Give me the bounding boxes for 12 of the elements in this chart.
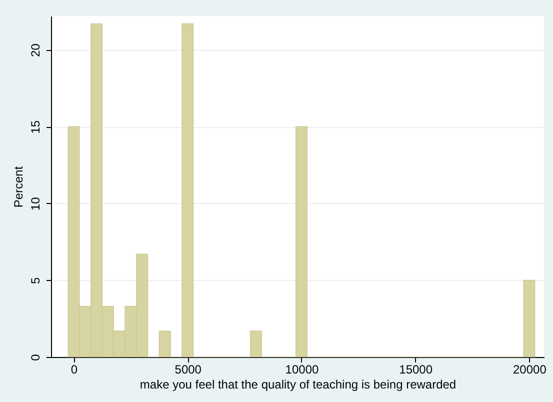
y-tick-label: 5 xyxy=(28,277,42,284)
y-axis-title: Percent xyxy=(12,166,26,208)
y-tick-label: 20 xyxy=(28,43,42,57)
x-tick-label: 10000 xyxy=(285,362,319,376)
x-tick-label: 15000 xyxy=(399,362,433,376)
x-tick-label: 20000 xyxy=(513,362,547,376)
x-axis-title: make you feel that the quality of teaching is being rewarded xyxy=(140,378,456,392)
y-tick-label: 10 xyxy=(28,196,42,211)
x-tick-label: 5000 xyxy=(174,362,202,376)
y-tick-label: 0 xyxy=(28,354,42,361)
y-tick-label: 15 xyxy=(28,120,42,134)
x-tick-label: 0 xyxy=(70,362,78,376)
